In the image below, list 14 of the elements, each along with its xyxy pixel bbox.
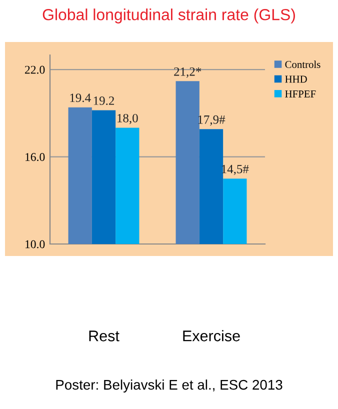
- chart-title: Global longitudinal strain rate (GLS): [42, 8, 295, 24]
- y-tick-label: 22.0: [25, 66, 45, 74]
- y-tick-label: 10.0: [26, 240, 45, 248]
- data-label: 18,0: [118, 114, 138, 124]
- x-tick-label: Exercise: [183, 330, 240, 342]
- legend-label: HHD: [285, 76, 307, 83]
- x-tick-label: Rest: [89, 330, 120, 342]
- data-label: 19.2: [94, 96, 114, 105]
- data-label: 19.4: [70, 94, 91, 102]
- legend-label: HFPEF: [285, 90, 316, 98]
- y-tick-label: 16.0: [26, 153, 45, 162]
- text: Poster: Belyiavski E et al., ESC 2013: [56, 380, 282, 392]
- data-label: 21,2*: [174, 67, 202, 78]
- legend-label: Controls: [285, 60, 320, 68]
